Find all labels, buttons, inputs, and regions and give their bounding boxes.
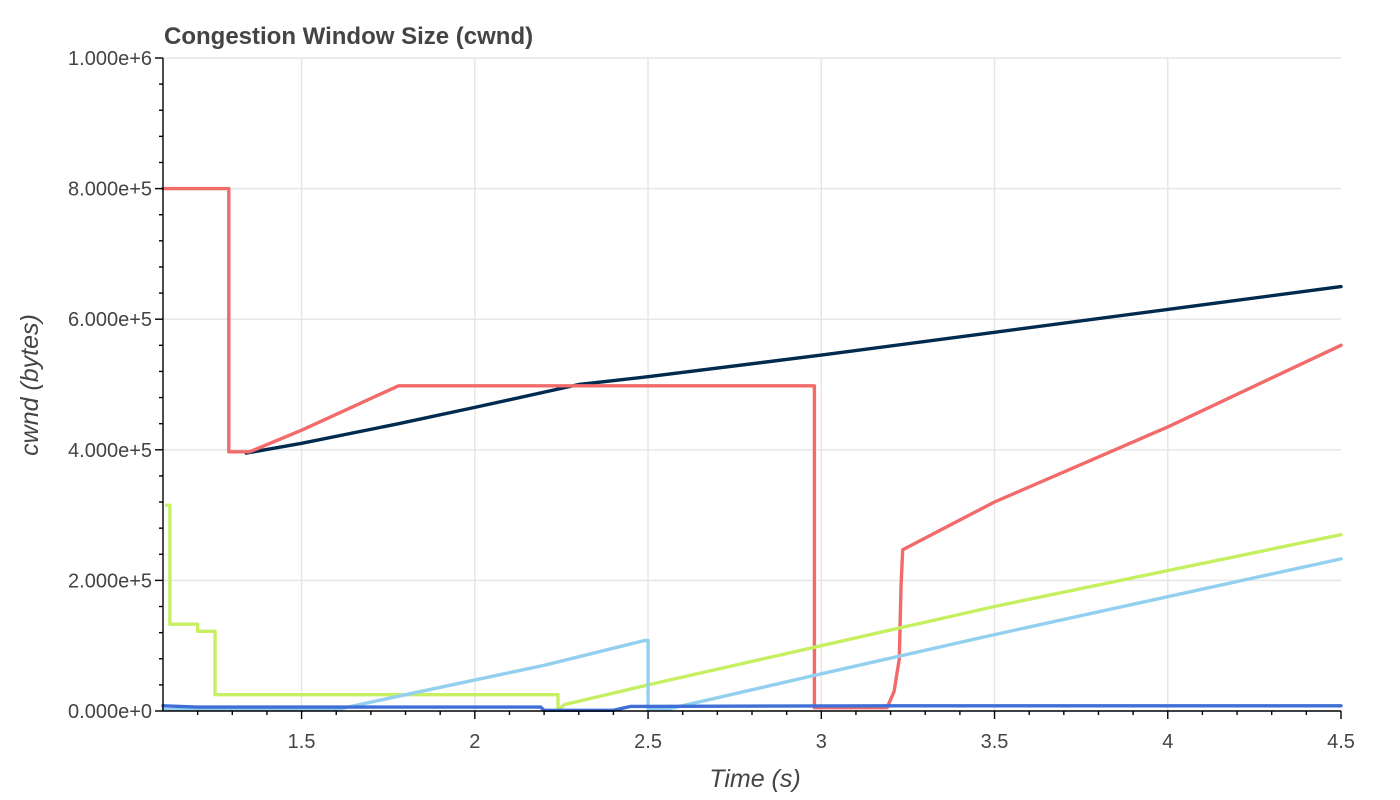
y-tick-label: 8.000e+5 [68,179,152,201]
x-axis-label: Time (s) [709,765,800,793]
y-tick-label: 1.000e+6 [68,48,152,70]
series-line-2 [161,186,1343,710]
series-line-3 [164,503,1343,712]
x-tick-label: 1.5 [288,731,316,753]
series-line-4 [161,557,1343,712]
x-tick-label: 3 [816,731,827,753]
x-tick-label: 2 [469,731,480,753]
y-tick-label: 0.000e+0 [68,701,152,723]
chart-title: Congestion Window Size (cwnd) [164,23,533,50]
grid [163,57,1341,711]
x-tick-label: 4.5 [1327,731,1355,753]
series-line-1 [244,284,1343,455]
y-tick-label: 2.000e+5 [68,570,152,592]
x-tick-label: 2.5 [634,731,662,753]
x-tick-label: 4 [1162,731,1173,753]
ticks: 0.000e+0 2.000e+5 4.000e+5 6.000e+5 8.000e+5… [68,48,1355,753]
y-tick-label: 6.000e+5 [68,309,152,331]
x-tick-label: 3.5 [981,731,1009,753]
y-axis-label: cwnd (bytes) [16,314,44,456]
series-lines [161,186,1343,712]
y-tick-label: 4.000e+5 [68,440,152,462]
